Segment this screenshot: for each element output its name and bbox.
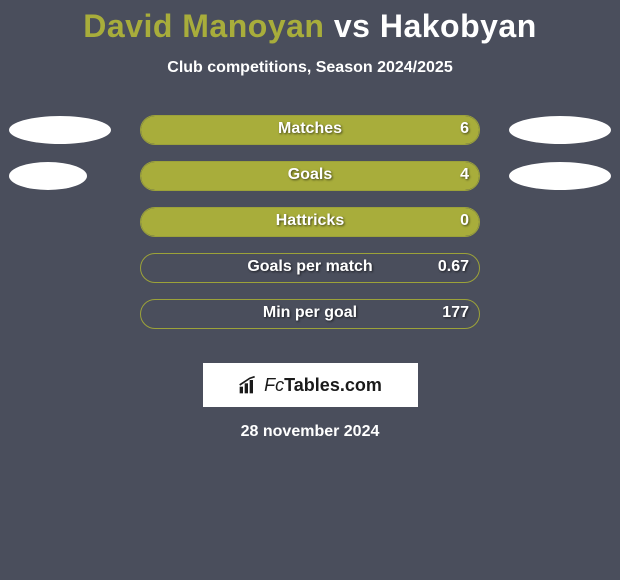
stat-row: Matches 6 [0,115,620,161]
stat-bar: Matches 6 [140,115,480,145]
stat-value: 177 [442,304,469,322]
stat-label: Goals per match [141,258,479,276]
stats-area: Matches 6 Goals 4 Hattricks 0 [0,115,620,345]
brand-logo[interactable]: FcTables.com [203,363,418,407]
stat-bar: Min per goal 177 [140,299,480,329]
date-text: 28 november 2024 [0,423,620,441]
stat-value: 0.67 [438,258,469,276]
brand-text: FcTables.com [264,375,382,396]
chart-icon [238,375,258,395]
stat-bar: Goals 4 [140,161,480,191]
left-pill [9,116,111,144]
stat-value: 6 [460,120,469,138]
player1-name: David Manoyan [83,8,324,44]
stat-row: Min per goal 177 [0,299,620,345]
right-pill [509,162,611,190]
stat-label: Hattricks [141,212,479,230]
stat-bar: Goals per match 0.67 [140,253,480,283]
stat-row: Goals per match 0.67 [0,253,620,299]
page-title: David Manoyan vs Hakobyan [0,8,620,45]
subtitle: Club competitions, Season 2024/2025 [0,59,620,77]
stat-value: 0 [460,212,469,230]
player2-name: Hakobyan [380,8,537,44]
stat-value: 4 [460,166,469,184]
stat-row: Goals 4 [0,161,620,207]
stat-row: Hattricks 0 [0,207,620,253]
right-pill [509,116,611,144]
stat-label: Min per goal [141,304,479,322]
comparison-widget: David Manoyan vs Hakobyan Club competiti… [0,0,620,441]
left-pill [9,162,87,190]
stat-label: Matches [141,120,479,138]
stat-label: Goals [141,166,479,184]
stat-bar: Hattricks 0 [140,207,480,237]
vs-text: vs [334,8,371,44]
